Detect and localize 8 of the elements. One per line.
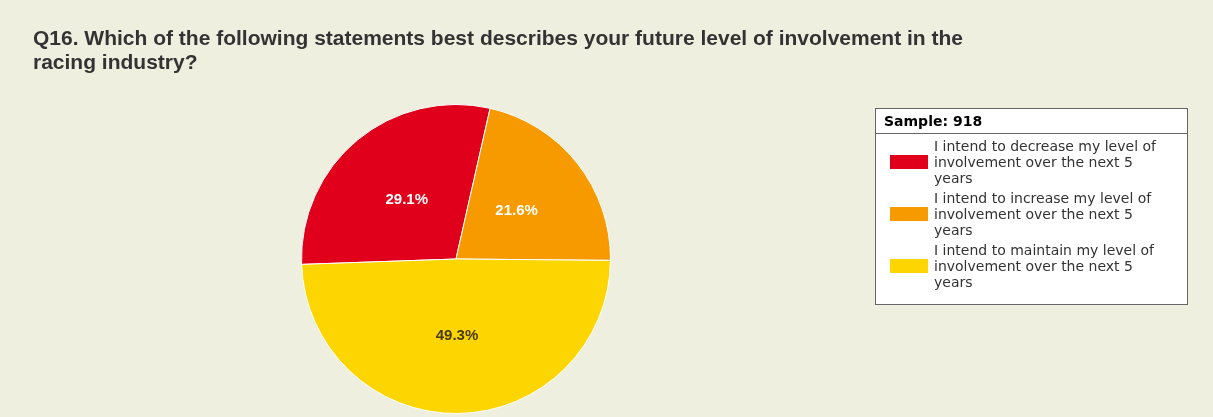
data-label: 21.6% bbox=[495, 201, 538, 219]
legend-label: I intend to increase my level of involvement over the next 5 years bbox=[934, 190, 1153, 238]
legend-title: Sample: 918 bbox=[876, 109, 1187, 134]
legend-label: I intend to maintain my level of involvement over the next 5 years bbox=[934, 242, 1156, 290]
data-label: 29.1% bbox=[385, 189, 429, 207]
legend-label: I intend to decrease my level of involvement over the next 5 years bbox=[934, 138, 1156, 186]
data-label: 49.3% bbox=[435, 326, 479, 344]
chart-title: Q16. Which of the following statements best describes your future level of involvement in the racing industry? bbox=[33, 26, 964, 74]
